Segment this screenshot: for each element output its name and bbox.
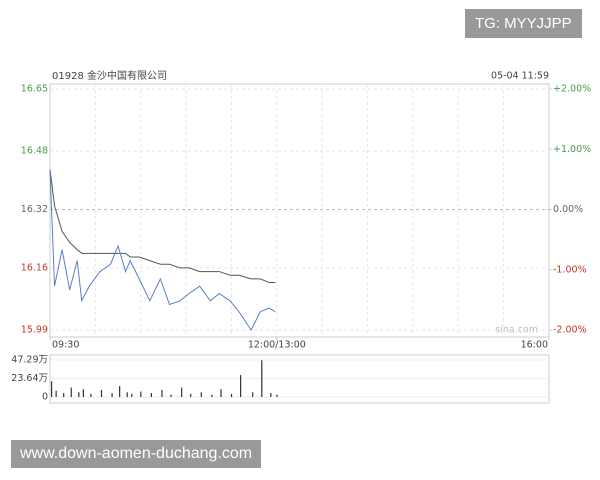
volume-bar bbox=[90, 393, 92, 397]
y2-tick-label: -2.00% bbox=[553, 325, 587, 336]
volume-bar bbox=[252, 392, 254, 397]
y-tick-label: 47.29万 bbox=[11, 355, 48, 366]
chart-title: 01928 金沙中国有限公司 bbox=[52, 69, 167, 82]
volume-bar bbox=[51, 381, 53, 397]
y2-tick-label: 0.00% bbox=[553, 204, 583, 215]
y-tick-label: 16.16 bbox=[21, 262, 48, 273]
volume-bar bbox=[82, 389, 84, 397]
volume-bar bbox=[126, 392, 128, 397]
watermark: TG: MYYJJPP bbox=[465, 9, 582, 38]
volume-bar bbox=[150, 393, 152, 397]
volume-bar bbox=[276, 394, 278, 397]
volume-bar bbox=[190, 393, 192, 397]
series-line bbox=[49, 169, 276, 284]
volume-bar bbox=[119, 386, 121, 397]
y-tick-label: 16.65 bbox=[21, 84, 48, 95]
y-tick-label: 15.99 bbox=[21, 325, 48, 336]
volume-bar bbox=[111, 393, 113, 397]
footer-banner: www.down-aomen-duchang.com bbox=[11, 440, 262, 468]
volume-bar bbox=[170, 394, 172, 397]
volume-bar bbox=[55, 390, 57, 397]
price-frame bbox=[49, 83, 550, 338]
source: sina.com bbox=[495, 325, 538, 336]
x-tick-label: 16:00 bbox=[521, 340, 548, 351]
volume-bar bbox=[78, 392, 80, 397]
y2-tick-label: +1.00% bbox=[553, 144, 591, 155]
volume-bar bbox=[240, 375, 242, 397]
volume-bar bbox=[200, 392, 202, 397]
volume-bar bbox=[181, 387, 183, 397]
y-tick-label: 0 bbox=[42, 392, 48, 403]
y-tick-label: 16.32 bbox=[21, 204, 48, 215]
y-tick-label: 16.48 bbox=[21, 146, 48, 157]
volume-bar bbox=[100, 389, 103, 397]
volume-bar bbox=[211, 394, 213, 397]
volume-bar bbox=[131, 393, 133, 397]
y-tick-label: 23.64万 bbox=[11, 373, 48, 384]
x-tick-label: 12:00/13:00 bbox=[248, 340, 306, 351]
volume-bar bbox=[220, 389, 222, 397]
timestamp: 05-04 11:59 bbox=[491, 71, 549, 82]
x-tick-label: 09:30 bbox=[52, 340, 79, 351]
volume-bar bbox=[70, 387, 72, 397]
y2-tick-label: +2.00% bbox=[553, 84, 591, 95]
volume-bar bbox=[270, 393, 272, 397]
series-line bbox=[49, 169, 276, 331]
volume-bar bbox=[161, 389, 163, 397]
volume-bar bbox=[261, 360, 263, 397]
y2-tick-label: -1.00% bbox=[553, 264, 587, 275]
volume-bar bbox=[230, 393, 233, 397]
volume-bar bbox=[63, 393, 65, 397]
volume-bar bbox=[140, 391, 142, 397]
